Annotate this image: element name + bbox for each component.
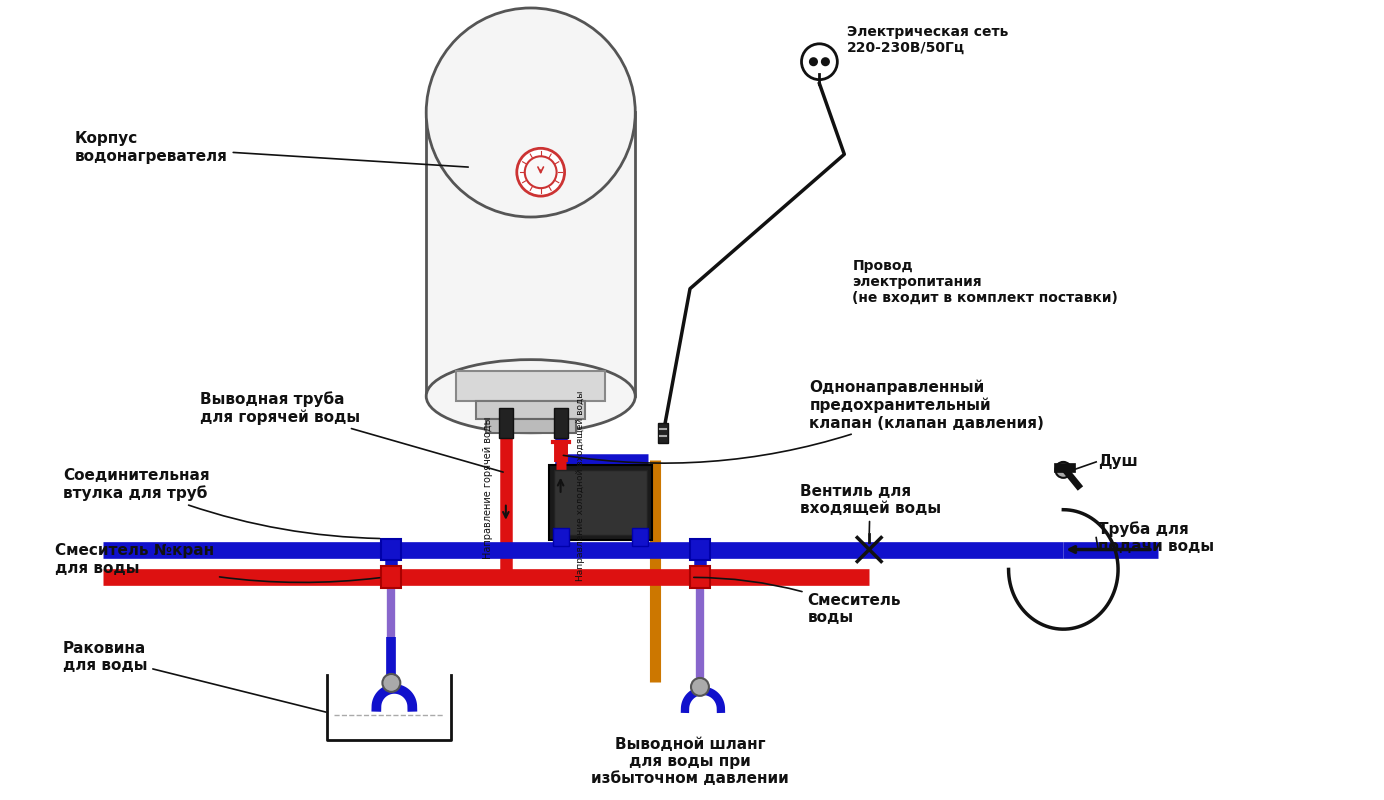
Bar (382, 566, 401, 588)
Circle shape (801, 44, 837, 80)
Text: Провод
электропитания
(не входит в комплект поставки): Провод электропитания (не входит в компл… (853, 259, 1118, 306)
Text: Труба для
подачи воды: Труба для подачи воды (1098, 521, 1214, 554)
Text: Выводная труба
для горячей воды: Выводная труба для горячей воды (201, 391, 504, 472)
Text: Корпус
водонагревателя: Корпус водонагревателя (75, 131, 468, 167)
Text: Направление холодной входящей воды: Направление холодной входящей воды (576, 390, 585, 581)
Bar (476, 401, 585, 419)
Ellipse shape (426, 8, 635, 217)
Text: Выводной шланг
для воды при
избыточном давлении: Выводной шланг для воды при избыточном д… (591, 737, 789, 786)
Bar (659, 423, 668, 443)
Bar (552, 528, 569, 546)
Circle shape (691, 678, 709, 696)
Bar (486, 419, 576, 433)
Bar (457, 371, 605, 401)
Circle shape (1056, 462, 1071, 478)
Circle shape (525, 156, 556, 188)
Text: Однонаправленный
предохранительный
клапан (клапан давления): Однонаправленный предохранительный клапа… (563, 380, 1045, 463)
Text: Раковина
для воды: Раковина для воды (62, 641, 327, 712)
Text: Направление горячей воды: Направление горячей воды (483, 417, 493, 559)
Bar (691, 566, 710, 588)
Circle shape (516, 148, 565, 196)
Text: Душ: Душ (1098, 454, 1138, 470)
Text: Электрическая сеть
220-230В/50Гц: Электрическая сеть 220-230В/50Гц (847, 25, 1009, 55)
Bar (632, 528, 648, 546)
Text: Вентиль для
входящей воды: Вентиль для входящей воды (800, 483, 941, 533)
Bar (554, 470, 648, 534)
Bar (498, 408, 513, 438)
Circle shape (822, 58, 829, 66)
Bar (382, 538, 401, 561)
Circle shape (382, 674, 400, 692)
Text: Смеситель №кран
для воды: Смеситель №кран для воды (55, 543, 379, 582)
Bar (554, 408, 567, 438)
Text: Соединительная
втулка для труб: Соединительная втулка для труб (62, 468, 379, 538)
Bar (691, 538, 710, 561)
Bar (548, 465, 652, 539)
Bar (426, 113, 635, 396)
Text: Смеситель
воды: Смеситель воды (693, 578, 901, 626)
Circle shape (810, 58, 817, 66)
Ellipse shape (426, 360, 635, 433)
